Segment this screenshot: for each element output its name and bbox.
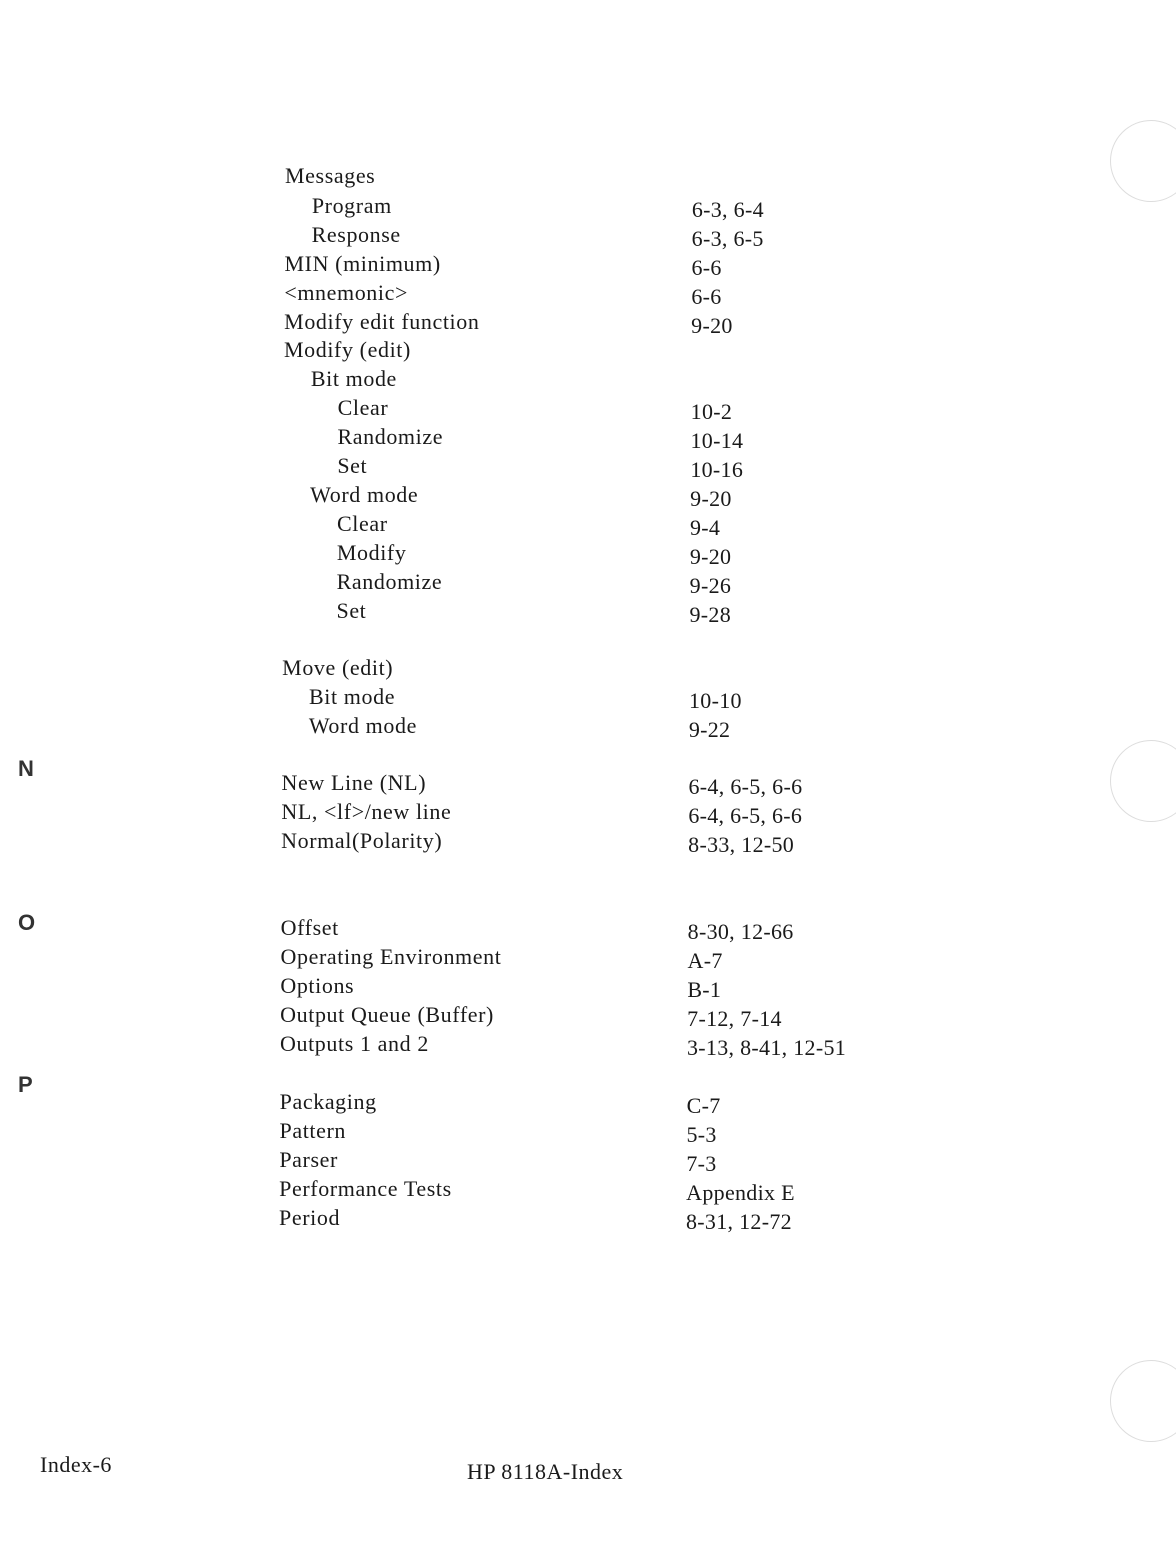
index-entry-pages: 7-3 [686,1151,717,1176]
index-entry-term: <mnemonic> [284,280,408,305]
index-entry-term: MIN (minimum) [284,251,441,276]
section-letter: P [18,1072,33,1097]
index-entry-term: Randomize [337,424,444,449]
index-entry-term: Output Queue (Buffer) [280,1002,494,1027]
index-entry-pages: Appendix E [686,1180,795,1205]
index-entry-pages: 9-26 [689,573,732,598]
index-entry-pages: 9-20 [690,486,732,511]
index-entry-term: Bit mode [310,366,397,391]
index-entry-term: Move (edit) [282,655,394,680]
index-entry-term: Word mode [310,482,419,507]
index-entry-pages: 8-31, 12-72 [686,1209,792,1234]
index-entry-term: Modify (edit) [283,337,411,362]
index-entry-pages: 6-4, 6-5, 6-6 [688,803,803,828]
index-entry-term: Messages [285,163,376,188]
index-entry-term: Randomize [336,569,443,594]
punch-hole-mark [1110,740,1176,822]
index-entry-term: Parser [279,1147,338,1172]
punch-hole-mark [1110,120,1176,202]
index-entry-pages: 9-20 [691,313,733,338]
index-entry-pages: 9-28 [689,602,732,627]
index-entry-term: Period [279,1205,341,1230]
punch-hole-mark [1110,1360,1176,1442]
index-entry-term: Response [311,222,401,247]
footer-page-label: Index-6 [40,1452,112,1477]
index-entry-pages: 3-13, 8-41, 12-51 [687,1035,847,1060]
index-entry-term: Program [311,193,392,218]
index-entry-pages: A-7 [687,948,723,973]
index-entry-term: Modify [336,540,407,565]
index-entry-pages: 5-3 [686,1122,717,1147]
index-entry-term: Options [280,973,355,998]
index-entry-pages: C-7 [686,1093,721,1118]
index-entry-term: Bit mode [309,684,396,709]
index-entry-pages: 6-3, 6-4 [691,197,764,222]
index-entry-term: Pattern [279,1118,347,1143]
index-entry-term: Operating Environment [280,944,502,969]
index-entry-pages: 8-30, 12-66 [687,919,794,944]
index-entry-term: Word mode [308,713,417,738]
index-entry-pages: 10-14 [690,428,744,453]
index-entry-term: Normal(Polarity) [281,828,443,853]
index-entry-pages: 6-3, 6-5 [691,226,764,251]
index-entry-pages: 6-4, 6-5, 6-6 [688,774,803,799]
index-entry-term: Packaging [279,1089,377,1114]
index-entry-pages: 6-6 [691,284,722,309]
index-entry-term: NL, <lf>/new line [281,799,452,824]
index-entry-term: Performance Tests [279,1176,452,1201]
index-entry-pages: 9-4 [689,515,721,540]
index-entry-pages: 10-10 [689,688,742,713]
index-entry-pages: 8-33, 12-50 [688,832,795,857]
footer-doc-title: HP 8118A-Index [467,1459,624,1484]
index-entry-term: New Line (NL) [281,770,427,795]
index-entry-pages: 10-2 [690,399,733,424]
index-entry-term: Set [336,598,367,623]
section-letter: O [18,910,36,935]
index-entry-term: Offset [280,915,339,940]
index-entry-term: Modify edit function [284,309,480,334]
index-entry-pages: 9-22 [688,717,731,742]
index-entry-pages: 6-6 [691,255,722,280]
index-entry-pages: 7-12, 7-14 [687,1006,782,1031]
index-entry-pages: B-1 [687,977,722,1002]
section-letter: N [18,756,34,781]
index-entry-term: Clear [337,395,389,420]
index-entry-term: Set [337,453,368,478]
index-entry-term: Clear [336,511,388,536]
index-entry-pages: 10-16 [690,457,744,482]
index-entry-term: Outputs 1 and 2 [280,1031,429,1056]
index-entry-pages: 9-20 [689,544,732,569]
